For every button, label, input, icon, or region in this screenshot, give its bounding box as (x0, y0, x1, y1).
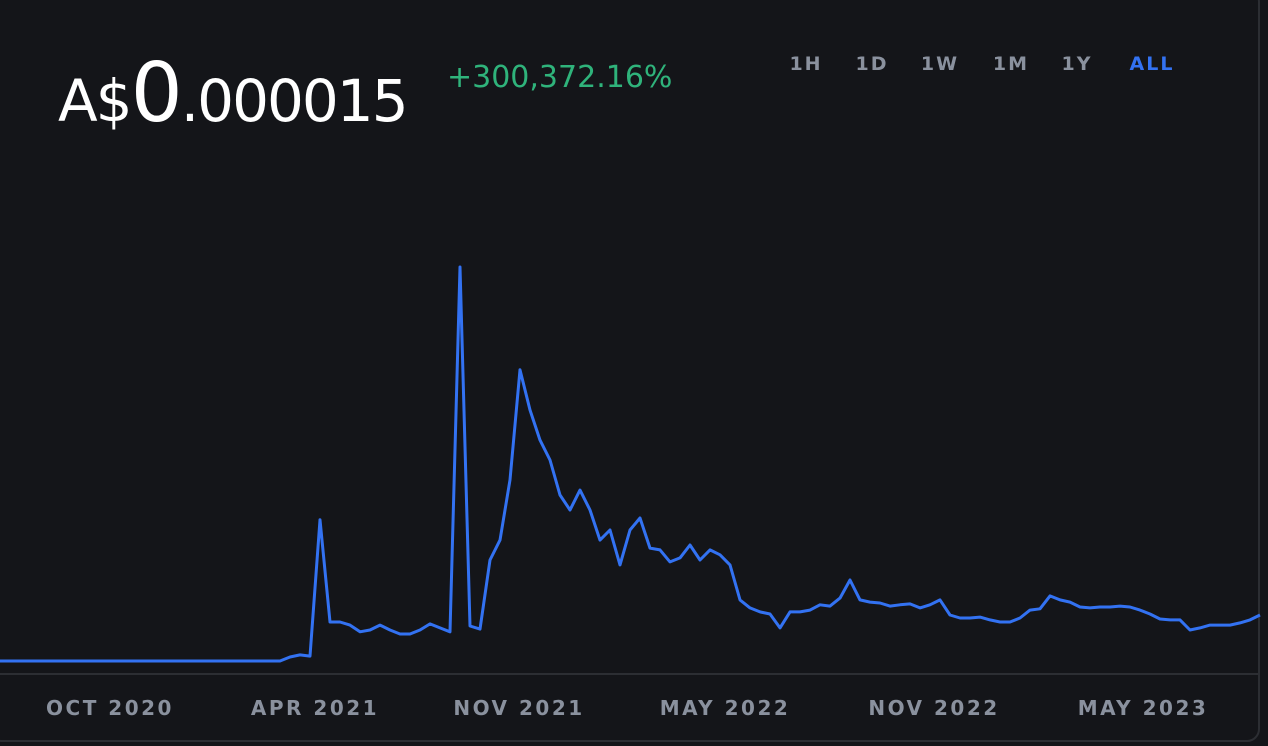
x-tick-label: NOV 2021 (453, 696, 584, 720)
price-whole: 0 (131, 46, 181, 141)
x-tick-label: NOV 2022 (868, 696, 999, 720)
plot: OCT 2020 APR 2021 NOV 2021 MAY 2022 NOV 2022… (0, 265, 1261, 720)
x-tick-label: APR 2021 (251, 696, 379, 720)
price: A$0.000015 (58, 46, 407, 141)
x-tick-label: MAY 2022 (660, 696, 791, 720)
range-button[interactable]: ALL (1130, 53, 1175, 75)
x-tick-label: MAY 2023 (1078, 696, 1209, 720)
range-button[interactable]: 1M (993, 53, 1029, 75)
range-button[interactable]: 1H (789, 53, 822, 75)
range-button[interactable]: 1D (856, 53, 889, 75)
range-selector: 1H 1D 1W 1M 1Y ALL (789, 53, 1175, 75)
range-button[interactable]: 1W (921, 53, 959, 75)
x-tick-label: OCT 2020 (46, 696, 174, 720)
range-button[interactable]: 1Y (1062, 53, 1093, 75)
price-currency: A$ (58, 67, 131, 135)
price-fraction: .000015 (181, 67, 407, 135)
price-line (0, 265, 1261, 663)
price-change: +300,372.16% (447, 60, 672, 95)
